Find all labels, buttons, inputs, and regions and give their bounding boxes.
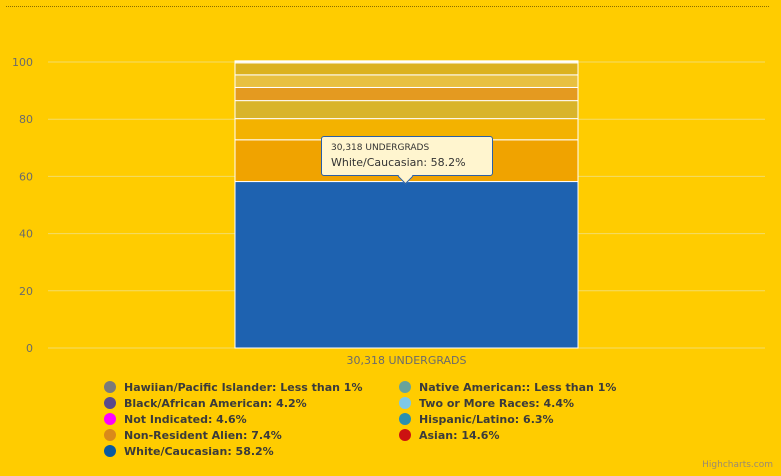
legend-label: Native American:: Less than 1% [419,380,617,394]
legend-item[interactable]: Native American:: Less than 1% [399,380,664,394]
legend-item[interactable]: Non-Resident Alien: 7.4% [104,428,399,442]
legend-swatch-icon [399,413,411,425]
legend-swatch-icon [399,429,411,441]
bar-segment[interactable] [234,60,579,63]
bar-segment[interactable] [234,74,579,88]
legend-label: Non-Resident Alien: 7.4% [124,428,282,442]
legend-item[interactable]: Hispanic/Latino: 6.3% [399,412,664,426]
legend-swatch-icon [104,397,116,409]
legend-label: Not Indicated: 4.6% [124,412,247,426]
chart-tooltip: 30,318 UNDERGRADS White/Caucasian: 58.2% [321,136,493,176]
legend-label: Two or More Races: 4.4% [419,396,575,410]
bar-segment[interactable] [234,100,579,120]
y-tick-label: 40 [19,228,33,241]
legend-label: Asian: 14.6% [419,428,500,442]
legend-swatch-icon [104,445,116,457]
legend-label: Hawiian/Pacific Islander: Less than 1% [124,380,363,394]
bar-segment[interactable] [234,86,579,102]
legend-label: Black/African American: 4.2% [124,396,307,410]
chart-legend: Hawiian/Pacific Islander: Less than 1% Na… [104,380,664,458]
legend-label: Hispanic/Latino: 6.3% [419,412,554,426]
y-tick-label: 20 [19,285,33,298]
legend-swatch-icon [399,381,411,393]
legend-swatch-icon [104,381,116,393]
stacked-bar-chart: 0 20 40 60 80 100 30,318 UNDERGRADS [12,56,765,367]
legend-item[interactable]: Two or More Races: 4.4% [399,396,664,410]
legend-swatch-icon [399,397,411,409]
y-tick-label: 0 [26,342,33,355]
legend-item[interactable]: Hawiian/Pacific Islander: Less than 1% [104,380,399,394]
legend-swatch-icon [104,429,116,441]
legend-label: White/Caucasian: 58.2% [124,444,274,458]
legend-item[interactable]: Asian: 14.6% [399,428,664,442]
legend-swatch-icon [104,413,116,425]
legend-item[interactable]: White/Caucasian: 58.2% [104,444,399,458]
tooltip-header: 30,318 UNDERGRADS [331,143,430,153]
legend-item[interactable]: Not Indicated: 4.6% [104,412,399,426]
y-tick-label: 100 [12,56,33,69]
y-tick-label: 60 [19,170,33,183]
bar-segment[interactable] [234,181,579,349]
x-category-label: 30,318 UNDERGRADS [346,354,466,367]
bar-segment[interactable] [234,62,579,76]
chart-credits[interactable]: Highcharts.com [702,460,773,470]
top-divider [6,6,769,7]
legend-item[interactable]: Black/African American: 4.2% [104,396,399,410]
y-tick-label: 80 [19,113,33,126]
tooltip-body: White/Caucasian: 58.2% [331,156,466,169]
